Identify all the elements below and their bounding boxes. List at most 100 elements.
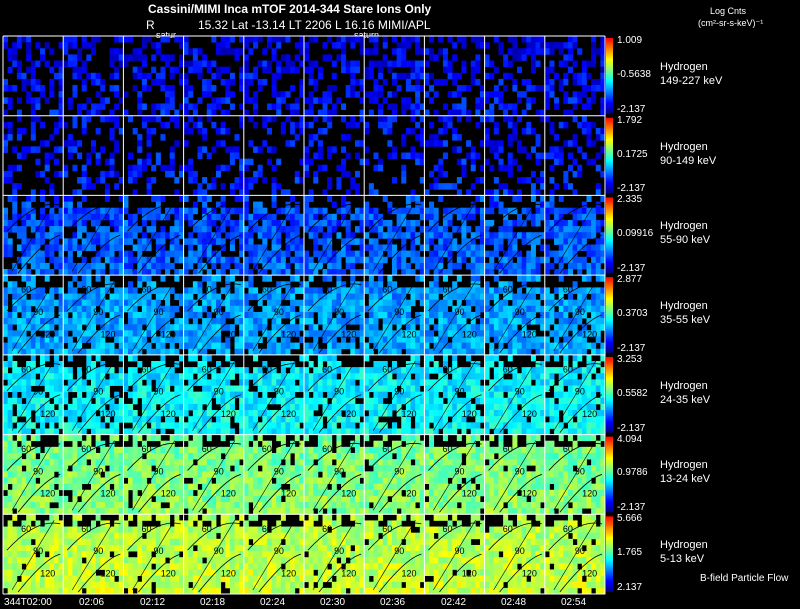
- heatmap-cell: [461, 250, 467, 258]
- heatmap-cell: [299, 428, 305, 435]
- heatmap-cell: [554, 287, 560, 294]
- heatmap-cell: [253, 103, 259, 110]
- heatmap-cell: [26, 54, 32, 61]
- heatmap-cell: [30, 360, 36, 368]
- heatmap-cell: [151, 318, 157, 325]
- heatmap-cell: [3, 293, 9, 301]
- pitch-angle-contour: [367, 363, 422, 391]
- heatmap-cell: [146, 115, 152, 123]
- heatmap-cell: [197, 244, 203, 252]
- heatmap-cell: [433, 275, 439, 282]
- pitch-angle-contour: [367, 283, 422, 312]
- heatmap-cell: [387, 403, 393, 411]
- heatmap-cell: [521, 238, 527, 245]
- heatmap-cell: [535, 109, 541, 117]
- heatmap-cell: [26, 360, 32, 368]
- heatmap-cell: [239, 85, 245, 92]
- heatmap-cell: [456, 115, 462, 123]
- heatmap-cell: [123, 324, 129, 331]
- heatmap-cell: [178, 428, 184, 435]
- heatmap-cell: [243, 158, 249, 166]
- heatmap-cell: [183, 262, 189, 270]
- heatmap-cell: [248, 213, 254, 221]
- heatmap-cell: [44, 269, 50, 276]
- heatmap-cell: [322, 336, 328, 343]
- heatmap-cell: [549, 330, 555, 337]
- heatmap-cell: [266, 311, 272, 319]
- heatmap-cell: [206, 422, 212, 429]
- heatmap-cell: [452, 54, 458, 61]
- heatmap-cell: [544, 293, 550, 301]
- bfield-direction-line: [11, 201, 55, 272]
- contour-label: 90: [575, 307, 585, 317]
- heatmap-cell: [345, 367, 351, 374]
- heatmap-cell: [216, 213, 222, 221]
- bfield-direction-line: [252, 201, 296, 272]
- heatmap-cell: [368, 207, 374, 215]
- heatmap-cell: [493, 66, 499, 74]
- heatmap-cell: [95, 109, 101, 117]
- heatmap-cell: [266, 103, 272, 110]
- heatmap-cell: [308, 262, 314, 270]
- heatmap-cell: [72, 311, 78, 319]
- heatmap-cell: [401, 170, 407, 178]
- heatmap-cell: [234, 311, 240, 319]
- heatmap-cell: [197, 360, 203, 368]
- heatmap-cell: [271, 72, 277, 80]
- heatmap-cell: [137, 428, 143, 435]
- heatmap-cell: [572, 287, 578, 294]
- heatmap-cell: [304, 397, 310, 405]
- heatmap-cell: [220, 164, 226, 172]
- heatmap-cell: [401, 54, 407, 61]
- heatmap-cell: [280, 416, 286, 423]
- heatmap-cell: [401, 397, 407, 405]
- heatmap-cell: [378, 391, 384, 399]
- heatmap-cell: [30, 422, 36, 429]
- heatmap-cell: [197, 226, 203, 233]
- heatmap-cell: [160, 367, 166, 374]
- heatmap-cell: [44, 158, 50, 166]
- heatmap-cell: [63, 367, 69, 374]
- heatmap-cell: [373, 256, 379, 264]
- heatmap-cell: [118, 410, 124, 417]
- heatmap-cell: [220, 201, 226, 209]
- heatmap-cell: [512, 134, 518, 141]
- heatmap-cell: [484, 91, 490, 98]
- heatmap-cell: [373, 48, 379, 55]
- heatmap-cell: [3, 226, 9, 233]
- heatmap-cell: [248, 48, 254, 55]
- heatmap-cell: [188, 311, 194, 319]
- heatmap-cell: [419, 48, 425, 55]
- heatmap-cell: [155, 238, 161, 245]
- heatmap-cell: [382, 428, 388, 435]
- heatmap-cell: [280, 262, 286, 270]
- heatmap-cell: [58, 232, 64, 239]
- contour-label: 120: [101, 329, 116, 339]
- heatmap-cell: [294, 385, 300, 393]
- heatmap-cell: [211, 336, 217, 343]
- heatmap-cell: [114, 428, 120, 435]
- heatmap-cell: [151, 348, 157, 356]
- heatmap-cell: [165, 207, 171, 215]
- heatmap-cell: [405, 78, 411, 86]
- heatmap-cell: [81, 281, 87, 288]
- heatmap-cell: [368, 293, 374, 301]
- heatmap-cell: [40, 293, 46, 301]
- heatmap-cell: [382, 219, 388, 227]
- heatmap-cell: [378, 213, 384, 221]
- heatmap-cell: [489, 287, 495, 294]
- heatmap-cell: [470, 158, 476, 166]
- heatmap-cell: [114, 48, 120, 55]
- heatmap-cell: [67, 219, 73, 227]
- heatmap-cell: [461, 324, 467, 331]
- heatmap-cell: [86, 158, 92, 166]
- heatmap-cell: [146, 36, 152, 43]
- heatmap-cell: [350, 256, 356, 264]
- heatmap-cell: [44, 293, 50, 301]
- heatmap-cell: [322, 354, 328, 362]
- heatmap-cell: [572, 36, 578, 43]
- heatmap-cell: [174, 305, 180, 313]
- heatmap-cell: [40, 397, 46, 405]
- heatmap-cell: [86, 275, 92, 282]
